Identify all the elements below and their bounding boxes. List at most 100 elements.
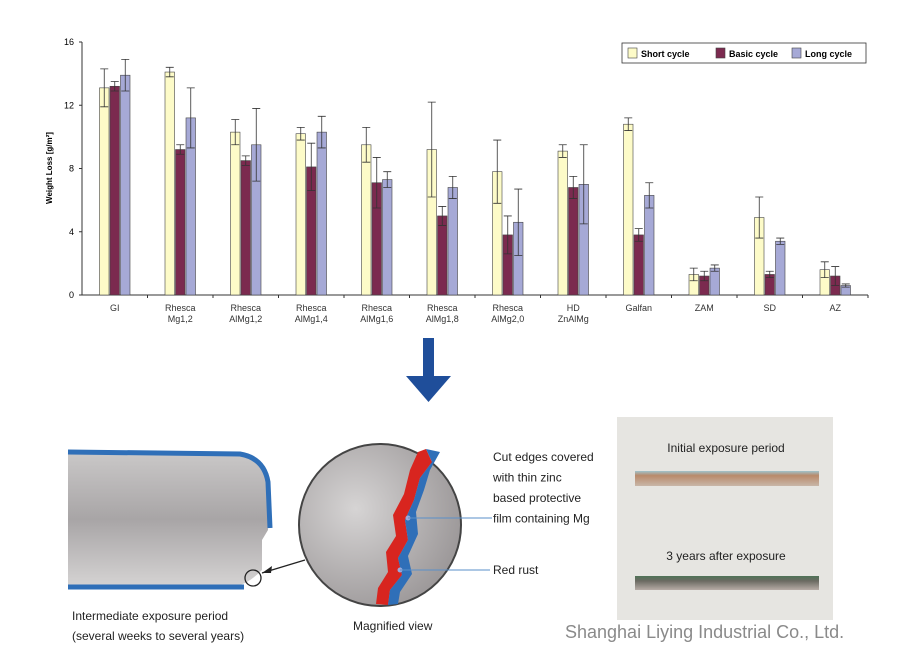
legend-label: Short cycle [641,49,690,59]
error-bar [645,182,654,209]
legend-swatch [791,47,802,59]
watermark: Shanghai Liying Industrial Co., Ltd. [565,622,844,642]
error-bar [700,270,709,282]
x-tick-label: Rhesca [165,303,196,313]
x-tick-label: Rhesca [296,303,327,313]
x-tick-label: AlMg1,4 [295,314,328,324]
y-tick-label: 16 [64,37,74,47]
magnifier [298,443,492,607]
error-bar [296,126,305,141]
bar [361,144,372,296]
error-bar [362,126,371,163]
legend-label: Basic cycle [729,49,778,59]
x-tick-label: Rhesca [361,303,392,313]
error-bar [689,267,698,282]
x-tick-label: Mg1,2 [168,314,193,324]
edge-note: film containing Mg [493,512,590,526]
y-tick-label: 12 [64,100,74,110]
x-tick-label: Galfan [625,303,652,313]
error-bar [579,144,588,225]
error-bar [186,87,195,149]
bar [568,187,579,296]
section-caption: (several weeks to several years) [72,629,244,643]
bar [644,195,655,296]
y-tick-label: 8 [69,164,74,174]
bar [633,234,644,296]
error-bar [317,115,326,149]
x-tick-label: ZAM [695,303,714,313]
error-bar [820,261,829,279]
error-bar [372,157,381,209]
legend-swatch [627,47,638,59]
bar [230,131,241,296]
edge-note: based protective [493,491,581,505]
y-tick-label: 0 [69,290,74,300]
photo-label: Initial exposure period [667,441,784,455]
bar [775,240,786,296]
legend-label: Long cycle [805,49,852,59]
bar [295,133,306,296]
x-tick-label: AlMg1,6 [360,314,393,324]
edge-note: with thin zinc [492,471,562,485]
y-tick-label: 4 [69,227,74,237]
bar [557,150,568,296]
x-tick-label: AlMg1,2 [229,314,262,324]
error-bar [231,119,240,146]
x-tick-label: AZ [829,303,841,313]
arrow [406,338,451,402]
bar [164,71,175,296]
error-bar [710,264,719,272]
error-bar [307,142,316,192]
error-bar [427,101,436,198]
x-tick-label: Rhesca [492,303,523,313]
error-bar [765,270,774,279]
error-bar [514,188,523,256]
error-bar [776,237,785,245]
error-bar [100,68,109,108]
section-caption: Intermediate exposure period [72,609,228,623]
y-axis-label: Weight Loss [g/m²] [45,132,54,204]
rust-note: Red rust [493,563,539,577]
error-bar [841,283,850,288]
bar [437,215,448,296]
error-bar [252,108,261,182]
x-tick-label: GI [110,303,120,313]
error-bar [569,176,578,199]
bar [120,74,131,296]
error-bar [121,58,130,92]
x-tick-label: AlMg1,8 [426,314,459,324]
legend-swatch [715,47,726,59]
x-tick-label: AlMg2,0 [491,314,524,324]
legend-box [621,42,867,64]
error-bar [110,81,119,92]
bar [175,149,186,296]
bar [447,187,458,296]
error-bar [438,206,447,226]
x-tick-label: Rhesca [427,303,458,313]
error-bar [165,66,174,78]
bar [109,85,120,296]
photo-label: 3 years after exposure [666,549,786,563]
x-tick-label: Rhesca [230,303,261,313]
error-bar [448,176,457,199]
error-bar [831,266,840,286]
error-bar [755,196,764,239]
bar [240,160,251,296]
error-bar [383,171,392,188]
edge-note: Cut edges covered [493,450,594,464]
bar [623,123,634,296]
cross-section [67,449,306,590]
x-tick-label: HD [567,303,580,313]
error-bar [503,215,512,255]
error-bar [624,117,633,131]
x-tick-label: ZnAlMg [558,314,589,324]
bar [99,87,110,296]
error-bar [493,139,502,204]
bar [382,179,393,296]
error-bar [241,155,250,166]
error-bar [176,144,185,155]
bar [709,267,720,296]
bar [316,131,327,296]
photo-panel [617,417,833,620]
